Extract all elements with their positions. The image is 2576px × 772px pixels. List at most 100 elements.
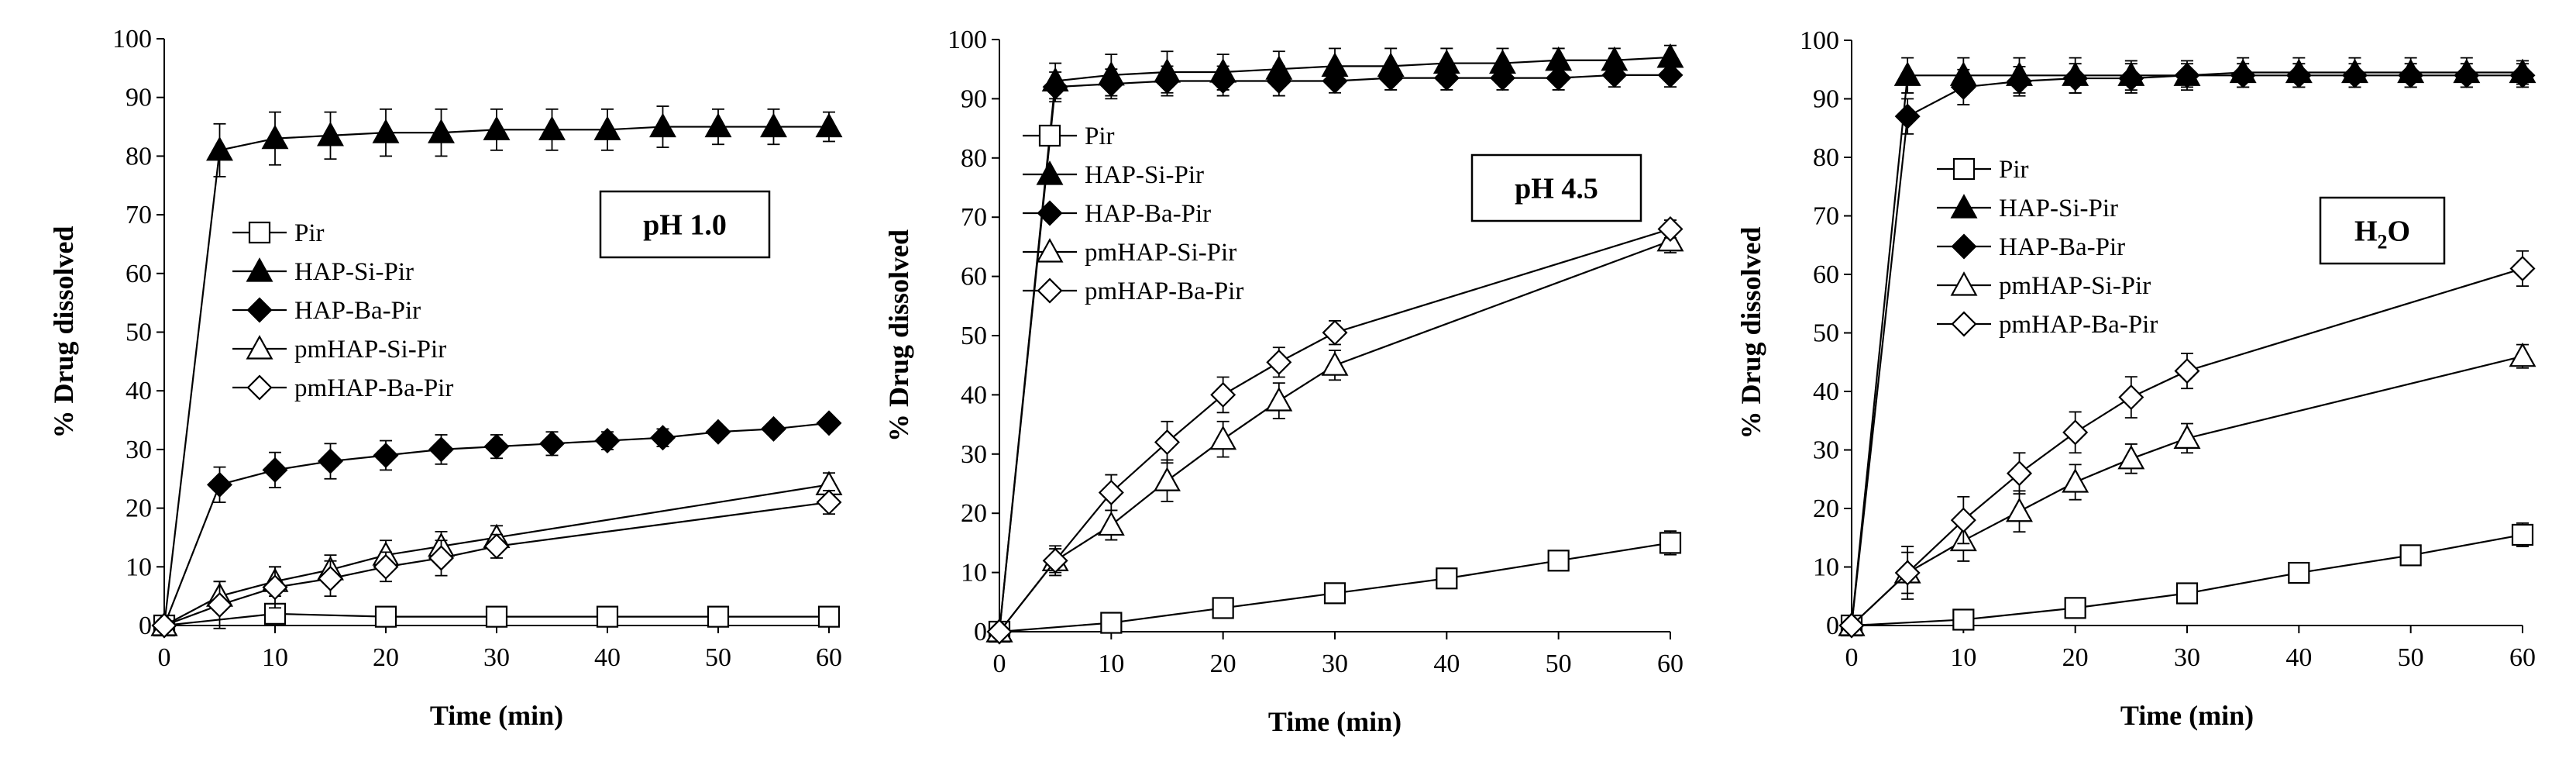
data-point — [372, 119, 400, 143]
legend-label: HAP-Si-Pir — [294, 258, 414, 286]
y-tick-label: 30 — [126, 436, 152, 464]
y-tick-label: 0 — [139, 612, 152, 640]
data-point — [1266, 349, 1292, 375]
x-tick-label: 0 — [993, 650, 1006, 678]
y-tick-label: 100 — [112, 25, 152, 53]
y-axis-title: % Drug dissolved — [883, 229, 914, 442]
condition-label: pH 4.5 — [1515, 173, 1598, 205]
x-tick-label: 60 — [816, 643, 842, 672]
y-tick-label: 80 — [126, 142, 152, 171]
data-point — [1659, 532, 1682, 554]
condition-tail: O — [2388, 215, 2411, 248]
y-tick-label: 90 — [1813, 85, 1839, 114]
data-point — [485, 605, 508, 628]
data-point — [2230, 62, 2256, 88]
data-point — [1657, 215, 1684, 242]
data-point — [206, 591, 233, 619]
data-point — [1154, 429, 1181, 456]
data-point — [373, 442, 399, 468]
series-pmhap-ba-pir — [986, 215, 1684, 645]
data-point — [1209, 425, 1237, 450]
data-point — [2398, 62, 2424, 88]
x-tick-label: 40 — [594, 643, 621, 672]
series-line-pmhap-ba-pir — [1851, 267, 2523, 626]
series-line-pmhap-ba-pir — [999, 228, 1671, 632]
series-line-hap-ba-pir — [1850, 74, 2523, 626]
y-tick-label: 70 — [126, 201, 152, 229]
y-axis-title: % Drug dissolved — [1735, 226, 1766, 439]
y-tick-label: 60 — [961, 263, 987, 291]
data-point — [2288, 561, 2310, 584]
x-tick-label: 10 — [262, 643, 288, 672]
data-point — [261, 124, 289, 150]
series-hap-si-pir — [1838, 57, 2536, 636]
data-point — [2399, 544, 2422, 567]
data-point — [649, 112, 676, 138]
x-tick-label: 20 — [373, 643, 399, 672]
y-tick-label: 70 — [1813, 202, 1839, 231]
data-point — [2454, 62, 2480, 88]
data-point — [317, 122, 344, 146]
data-point — [1210, 381, 1236, 408]
y-tick-label: 10 — [126, 553, 152, 581]
data-point — [649, 425, 676, 451]
x-axis-title: Time (min) — [430, 700, 563, 731]
data-point — [1894, 103, 1921, 129]
legend-label: HAP-Si-Pir — [1085, 161, 1204, 189]
data-point — [1377, 65, 1404, 91]
data-point — [2285, 62, 2312, 88]
data-point — [1210, 67, 1236, 94]
x-tick-label: 50 — [705, 643, 731, 672]
x-tick-label: 0 — [1845, 643, 1859, 672]
y-tick-label: 40 — [961, 381, 987, 409]
data-point — [1952, 608, 1975, 631]
legend-label: pmHAP-Si-Pir — [1085, 239, 1236, 267]
x-tick-label: 20 — [1210, 650, 1236, 678]
x-tick-label: 20 — [2062, 643, 2089, 672]
data-point — [817, 605, 841, 628]
legend-label: HAP-Si-Pir — [1999, 195, 2118, 222]
data-point — [1212, 597, 1234, 619]
condition-label: H2O — [2354, 215, 2410, 253]
y-tick-label: 60 — [126, 260, 152, 288]
condition-box — [2319, 196, 2446, 265]
data-point — [428, 119, 455, 143]
data-point — [1100, 612, 1123, 634]
data-point — [262, 457, 288, 483]
data-point — [206, 471, 233, 498]
data-point — [428, 545, 455, 571]
legend-marker — [1037, 277, 1063, 304]
data-point — [815, 112, 843, 138]
legend-marker — [248, 221, 271, 244]
data-point — [2006, 497, 2033, 522]
data-point — [428, 436, 455, 463]
y-tick-label: 50 — [961, 322, 987, 350]
x-tick-label: 50 — [1546, 650, 1572, 678]
series-line-pmhap-si-pir — [163, 484, 830, 626]
data-point — [816, 410, 842, 436]
data-point — [2118, 65, 2144, 91]
data-point — [1265, 387, 1293, 412]
data-point — [2174, 358, 2200, 384]
legend-label: Pir — [1085, 122, 1115, 150]
condition-box — [599, 190, 771, 259]
series-pir — [1840, 522, 2534, 637]
legend-marker — [246, 257, 273, 282]
x-tick-label: 10 — [1950, 643, 1976, 672]
x-tick-label: 40 — [2285, 643, 2312, 672]
legend-marker — [1952, 157, 1976, 181]
y-tick-label: 60 — [1813, 260, 1839, 289]
y-tick-label: 20 — [961, 499, 987, 528]
condition-main: H — [2354, 215, 2378, 248]
data-point — [704, 112, 732, 138]
series-pmhap-ba-pir — [1838, 250, 2536, 639]
data-point — [2064, 597, 2086, 619]
legend-label: pmHAP-Ba-Pir — [1085, 277, 1243, 305]
data-point — [707, 605, 730, 628]
data-point — [1838, 612, 1865, 639]
data-point — [2117, 444, 2145, 470]
data-point — [705, 419, 731, 445]
data-point — [2006, 68, 2033, 95]
legend: Pir HAP-Si-Pir HAP-Ba-Pir pmHAP-Si-Pir pmHAP… — [1023, 122, 1243, 305]
data-point — [538, 115, 566, 140]
